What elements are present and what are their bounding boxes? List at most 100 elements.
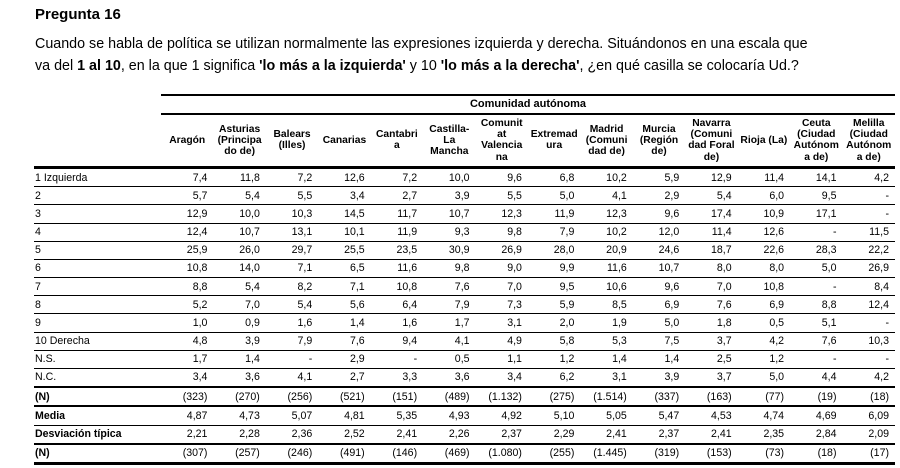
table-cell: 7,9 [265, 332, 319, 351]
question-segment: Cuando se habla de política se utilizan … [35, 35, 808, 52]
table-cell: 25,5 [318, 241, 371, 260]
table-cell: - [370, 350, 424, 369]
page-title: Pregunta 16 [35, 6, 121, 23]
row-label: 1 Izquierda [34, 167, 161, 188]
table-cell: 8,0 [737, 259, 791, 279]
column-header: Balears (Illes) [265, 113, 319, 170]
table-cell: (521) [318, 386, 371, 407]
table-cell: 2,9 [632, 186, 686, 206]
table-cell: 30,9 [423, 241, 476, 260]
table-row: (N) (323) (270) (256) (521) (151) (489) (1.132)… [34, 386, 895, 407]
table-cell: 2,37 [475, 425, 528, 445]
table-row: 7 8,8 5,4 8,2 7,1 10,8 7,6 7,0 9,5 10,6 9,6 7,0 10,8… [34, 277, 895, 297]
table-cell: 11,5 [842, 223, 895, 242]
table-cell: 12,9 [685, 167, 738, 188]
table-cell: 5,0 [790, 259, 843, 279]
table-cell: 5,0 [632, 313, 686, 333]
table-cell: 10,8 [161, 259, 214, 279]
table-cell: 26,9 [475, 241, 528, 260]
table-cell: 2,84 [790, 425, 843, 445]
table-cell: 5,9 [527, 295, 581, 315]
column-header: Cantabri a [370, 113, 424, 170]
table-cell: 1,4 [213, 350, 266, 369]
table-cell: 4,2 [737, 332, 791, 351]
table-cell: 4,1 [580, 186, 633, 206]
table-cell: 3,1 [580, 368, 633, 388]
table-cell: 7,9 [423, 295, 476, 315]
table-cell: 7,9 [527, 223, 581, 242]
table-cell: 12,9 [161, 204, 214, 224]
table-row: N.C. 3,4 3,6 4,1 2,7 3,3 3,6 3,4 6,2 3,1 3,9 3,7 5,0… [34, 368, 895, 388]
table-cell: (18) [842, 386, 895, 407]
table-cell: 5,1 [790, 313, 843, 333]
table-cell: 2,35 [737, 425, 791, 445]
column-header: Melilla (Ciudad Autónom a de) [842, 113, 895, 170]
table-cell: 3,6 [213, 368, 266, 388]
question-text: Cuando se habla de política se utilizan … [35, 33, 891, 78]
table-cell: 10,7 [213, 223, 266, 242]
table-cell: 1,1 [475, 350, 528, 369]
table-cell: 23,5 [370, 241, 424, 260]
question-emphasis: 'lo más a la izquierda' [259, 58, 406, 75]
table-cell: 2,37 [632, 425, 686, 445]
column-header: Castilla- La Mancha [423, 113, 476, 170]
table-body: 1 Izquierda 7,4 11,8 7,2 12,6 7,2 10,0 9,6 6,8 10… [34, 167, 895, 465]
results-table: Comunidad autónoma Aragón Asturias (Princ… [34, 93, 895, 465]
table-row: 2 5,7 5,4 5,5 3,4 2,7 3,9 5,5 5,0 4,1 2,9 5,4 6,0 9,5… [34, 186, 895, 206]
table-cell: 0,5 [423, 350, 476, 369]
column-header: Murcia (Región de) [632, 113, 686, 170]
table-cell: 7,6 [790, 332, 843, 351]
row-label: Media [34, 405, 161, 426]
table-cell: 2,09 [842, 425, 895, 445]
table-cell: (163) [685, 386, 738, 407]
table-cell: - [790, 223, 843, 242]
table-cell: 28,0 [527, 241, 581, 260]
table-cell: 1,7 [423, 313, 476, 333]
table-row: 8 5,2 7,0 5,4 5,6 6,4 7,9 7,3 5,9 8,5 6,9 7,6 6,9 8,8… [34, 295, 895, 315]
table-cell: 9,3 [423, 223, 476, 242]
table-cell: 2,7 [370, 186, 424, 206]
table-cell: 7,1 [265, 259, 319, 279]
table-cell: 5,4 [265, 295, 319, 315]
row-label: 4 [34, 223, 161, 242]
table-cell: 11,8 [213, 167, 266, 188]
group-header-row: Comunidad autónoma [34, 93, 895, 115]
table-cell: 22,6 [737, 241, 791, 260]
table-cell: (146) [370, 442, 424, 465]
table-cell: 7,6 [318, 332, 371, 351]
table-cell: 8,4 [842, 277, 895, 297]
table-cell: 3,7 [685, 332, 738, 351]
table-row: 3 12,9 10,0 10,3 14,5 11,7 10,7 12,3 11,9 12,3 9,6… [34, 204, 895, 224]
column-header: Aragón [161, 113, 214, 170]
table-cell: 1,2 [527, 350, 581, 369]
table-cell: 1,4 [632, 350, 686, 369]
table-cell: (270) [213, 386, 266, 407]
column-header: Ceuta (Ciudad Autónom a de) [790, 113, 843, 170]
row-label: 2 [34, 186, 161, 206]
row-label: 6 [34, 259, 161, 279]
table-cell: 3,9 [213, 332, 266, 351]
table-cell: 9,8 [423, 259, 476, 279]
table-cell: 1,9 [580, 313, 633, 333]
table-cell: 7,2 [370, 167, 424, 188]
table-cell: 10,3 [265, 204, 319, 224]
column-header: Navarra (Comuni dad Foral de) [685, 113, 738, 170]
row-label: (N) [34, 386, 161, 407]
table-cell: 7,0 [475, 277, 528, 297]
table-cell: 10,6 [580, 277, 633, 297]
table-row: Desviación típica 2,21 2,28 2,36 2,52 2,41 2,2… [34, 425, 895, 445]
table-cell: (491) [318, 442, 371, 465]
table-cell: 11,9 [527, 204, 581, 224]
table-cell: 8,0 [685, 259, 738, 279]
column-header: Rioja (La) [737, 113, 791, 170]
table-cell: - [842, 204, 895, 224]
table-cell: 4,9 [475, 332, 528, 351]
table-cell: 5,8 [527, 332, 581, 351]
table-cell: 9,5 [527, 277, 581, 297]
table-cell: 1,6 [265, 313, 319, 333]
table-cell: 12,6 [737, 223, 791, 242]
table-cell: - [265, 350, 319, 369]
column-header: Asturias (Principa do de) [213, 113, 266, 170]
table-cell: 11,6 [370, 259, 424, 279]
